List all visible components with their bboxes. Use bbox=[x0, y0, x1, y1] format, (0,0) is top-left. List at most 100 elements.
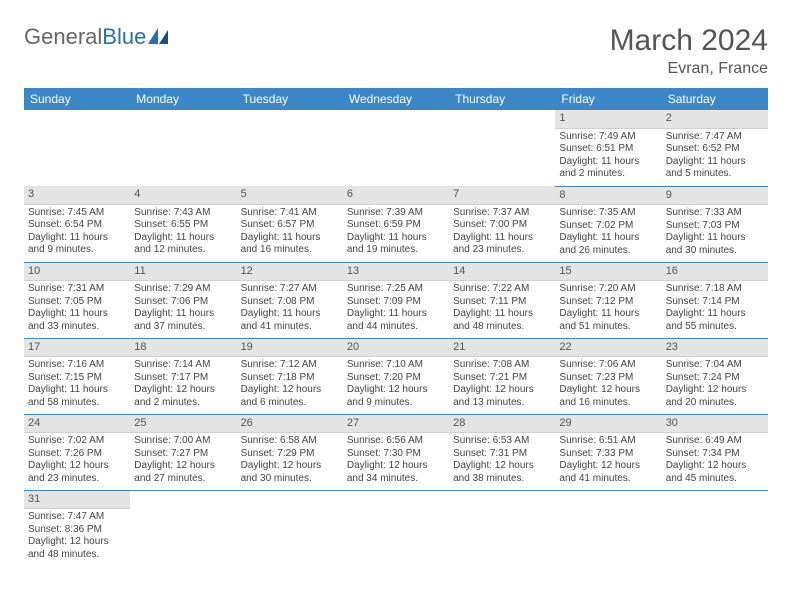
day-details: Sunrise: 7:08 AMSunset: 7:21 PMDaylight:… bbox=[449, 357, 555, 413]
calendar-cell bbox=[130, 490, 236, 566]
daylight-text: and 33 minutes. bbox=[28, 321, 126, 334]
day-number: 10 bbox=[24, 263, 130, 282]
sunset-text: Sunset: 7:00 PM bbox=[453, 219, 551, 232]
daylight-text: and 41 minutes. bbox=[241, 321, 339, 334]
sunset-text: Sunset: 7:18 PM bbox=[241, 372, 339, 385]
daylight-text: Daylight: 12 hours bbox=[347, 384, 445, 397]
day-details: Sunrise: 7:27 AMSunset: 7:08 PMDaylight:… bbox=[237, 281, 343, 337]
sunrise-text: Sunrise: 7:35 AM bbox=[559, 207, 657, 220]
day-details: Sunrise: 7:33 AMSunset: 7:03 PMDaylight:… bbox=[662, 205, 768, 261]
calendar-cell: 10Sunrise: 7:31 AMSunset: 7:05 PMDayligh… bbox=[24, 262, 130, 338]
sunrise-text: Sunrise: 7:18 AM bbox=[666, 283, 764, 296]
sunrise-text: Sunrise: 7:43 AM bbox=[134, 207, 232, 220]
sunset-text: Sunset: 7:27 PM bbox=[134, 448, 232, 461]
logo: GeneralBlue bbox=[24, 24, 170, 50]
day-details: Sunrise: 7:22 AMSunset: 7:11 PMDaylight:… bbox=[449, 281, 555, 337]
daylight-text: Daylight: 11 hours bbox=[241, 232, 339, 245]
logo-text-general: General bbox=[24, 24, 102, 50]
sunset-text: Sunset: 7:21 PM bbox=[453, 372, 551, 385]
logo-sail-icon bbox=[148, 28, 170, 44]
sunset-text: Sunset: 7:02 PM bbox=[559, 220, 657, 233]
daylight-text: Daylight: 11 hours bbox=[666, 308, 764, 321]
calendar-cell bbox=[662, 490, 768, 566]
daylight-text: Daylight: 12 hours bbox=[453, 384, 551, 397]
daylight-text: and 45 minutes. bbox=[666, 473, 764, 486]
day-details: Sunrise: 7:35 AMSunset: 7:02 PMDaylight:… bbox=[555, 205, 661, 261]
daylight-text: Daylight: 11 hours bbox=[241, 308, 339, 321]
daylight-text: Daylight: 11 hours bbox=[453, 308, 551, 321]
calendar-cell: 13Sunrise: 7:25 AMSunset: 7:09 PMDayligh… bbox=[343, 262, 449, 338]
day-number: 26 bbox=[237, 415, 343, 434]
day-number: 8 bbox=[555, 187, 661, 206]
daylight-text: and 2 minutes. bbox=[559, 168, 657, 181]
daylight-text: and 13 minutes. bbox=[453, 397, 551, 410]
calendar-cell: 23Sunrise: 7:04 AMSunset: 7:24 PMDayligh… bbox=[662, 338, 768, 414]
sunrise-text: Sunrise: 7:12 AM bbox=[241, 359, 339, 372]
day-details: Sunrise: 7:02 AMSunset: 7:26 PMDaylight:… bbox=[24, 433, 130, 489]
calendar-cell: 11Sunrise: 7:29 AMSunset: 7:06 PMDayligh… bbox=[130, 262, 236, 338]
sunset-text: Sunset: 7:33 PM bbox=[559, 448, 657, 461]
day-details: Sunrise: 7:14 AMSunset: 7:17 PMDaylight:… bbox=[130, 357, 236, 413]
day-details: Sunrise: 7:20 AMSunset: 7:12 PMDaylight:… bbox=[555, 281, 661, 337]
sunset-text: Sunset: 7:03 PM bbox=[666, 220, 764, 233]
daylight-text: and 51 minutes. bbox=[559, 321, 657, 334]
day-number: 7 bbox=[449, 186, 555, 205]
calendar-cell bbox=[555, 490, 661, 566]
location: Evran, France bbox=[610, 60, 768, 78]
sunset-text: Sunset: 7:24 PM bbox=[666, 372, 764, 385]
calendar-cell: 5Sunrise: 7:41 AMSunset: 6:57 PMDaylight… bbox=[237, 186, 343, 262]
day-details: Sunrise: 7:16 AMSunset: 7:15 PMDaylight:… bbox=[24, 357, 130, 413]
day-details: Sunrise: 6:53 AMSunset: 7:31 PMDaylight:… bbox=[449, 433, 555, 489]
calendar-cell bbox=[24, 110, 130, 186]
day-details: Sunrise: 7:04 AMSunset: 7:24 PMDaylight:… bbox=[662, 357, 768, 413]
sunrise-text: Sunrise: 7:47 AM bbox=[666, 131, 764, 144]
sunrise-text: Sunrise: 7:06 AM bbox=[559, 359, 657, 372]
daylight-text: Daylight: 12 hours bbox=[241, 384, 339, 397]
sunset-text: Sunset: 7:29 PM bbox=[241, 448, 339, 461]
sunset-text: Sunset: 7:31 PM bbox=[453, 448, 551, 461]
calendar-week-row: 3Sunrise: 7:45 AMSunset: 6:54 PMDaylight… bbox=[24, 186, 768, 262]
sunrise-text: Sunrise: 7:31 AM bbox=[28, 283, 126, 296]
daylight-text: and 30 minutes. bbox=[666, 245, 764, 258]
daylight-text: Daylight: 12 hours bbox=[134, 384, 232, 397]
calendar-week-row: 17Sunrise: 7:16 AMSunset: 7:15 PMDayligh… bbox=[24, 338, 768, 414]
daylight-text: Daylight: 12 hours bbox=[347, 460, 445, 473]
day-details: Sunrise: 7:00 AMSunset: 7:27 PMDaylight:… bbox=[130, 433, 236, 489]
sunset-text: Sunset: 7:20 PM bbox=[347, 372, 445, 385]
day-number: 31 bbox=[24, 491, 130, 510]
day-details: Sunrise: 7:45 AMSunset: 6:54 PMDaylight:… bbox=[24, 205, 130, 261]
day-number: 5 bbox=[237, 186, 343, 205]
calendar-cell: 27Sunrise: 6:56 AMSunset: 7:30 PMDayligh… bbox=[343, 414, 449, 490]
calendar-cell: 21Sunrise: 7:08 AMSunset: 7:21 PMDayligh… bbox=[449, 338, 555, 414]
calendar-cell bbox=[343, 110, 449, 186]
calendar-cell: 8Sunrise: 7:35 AMSunset: 7:02 PMDaylight… bbox=[555, 186, 661, 262]
sunrise-text: Sunrise: 7:22 AM bbox=[453, 283, 551, 296]
calendar-cell bbox=[237, 490, 343, 566]
day-number: 22 bbox=[555, 339, 661, 358]
sunset-text: Sunset: 7:09 PM bbox=[347, 296, 445, 309]
calendar-cell: 6Sunrise: 7:39 AMSunset: 6:59 PMDaylight… bbox=[343, 186, 449, 262]
day-number: 1 bbox=[555, 110, 661, 129]
day-details: Sunrise: 7:12 AMSunset: 7:18 PMDaylight:… bbox=[237, 357, 343, 413]
sunset-text: Sunset: 7:23 PM bbox=[559, 372, 657, 385]
day-details: Sunrise: 7:10 AMSunset: 7:20 PMDaylight:… bbox=[343, 357, 449, 413]
day-number: 20 bbox=[343, 339, 449, 358]
daylight-text: Daylight: 11 hours bbox=[134, 232, 232, 245]
calendar-table: SundayMondayTuesdayWednesdayThursdayFrid… bbox=[24, 88, 768, 566]
daylight-text: and 27 minutes. bbox=[134, 473, 232, 486]
daylight-text: Daylight: 11 hours bbox=[453, 232, 551, 245]
daylight-text: Daylight: 11 hours bbox=[347, 308, 445, 321]
daylight-text: and 6 minutes. bbox=[241, 397, 339, 410]
calendar-cell: 1Sunrise: 7:49 AMSunset: 6:51 PMDaylight… bbox=[555, 110, 661, 186]
day-number: 16 bbox=[662, 263, 768, 282]
weekday-header: Thursday bbox=[449, 88, 555, 110]
daylight-text: Daylight: 12 hours bbox=[453, 460, 551, 473]
sunset-text: Sunset: 8:36 PM bbox=[28, 524, 126, 537]
daylight-text: Daylight: 11 hours bbox=[28, 308, 126, 321]
day-number: 21 bbox=[449, 339, 555, 358]
sunset-text: Sunset: 6:55 PM bbox=[134, 219, 232, 232]
calendar-cell: 16Sunrise: 7:18 AMSunset: 7:14 PMDayligh… bbox=[662, 262, 768, 338]
daylight-text: Daylight: 11 hours bbox=[666, 156, 764, 169]
daylight-text: Daylight: 12 hours bbox=[241, 460, 339, 473]
day-details: Sunrise: 6:49 AMSunset: 7:34 PMDaylight:… bbox=[662, 433, 768, 489]
